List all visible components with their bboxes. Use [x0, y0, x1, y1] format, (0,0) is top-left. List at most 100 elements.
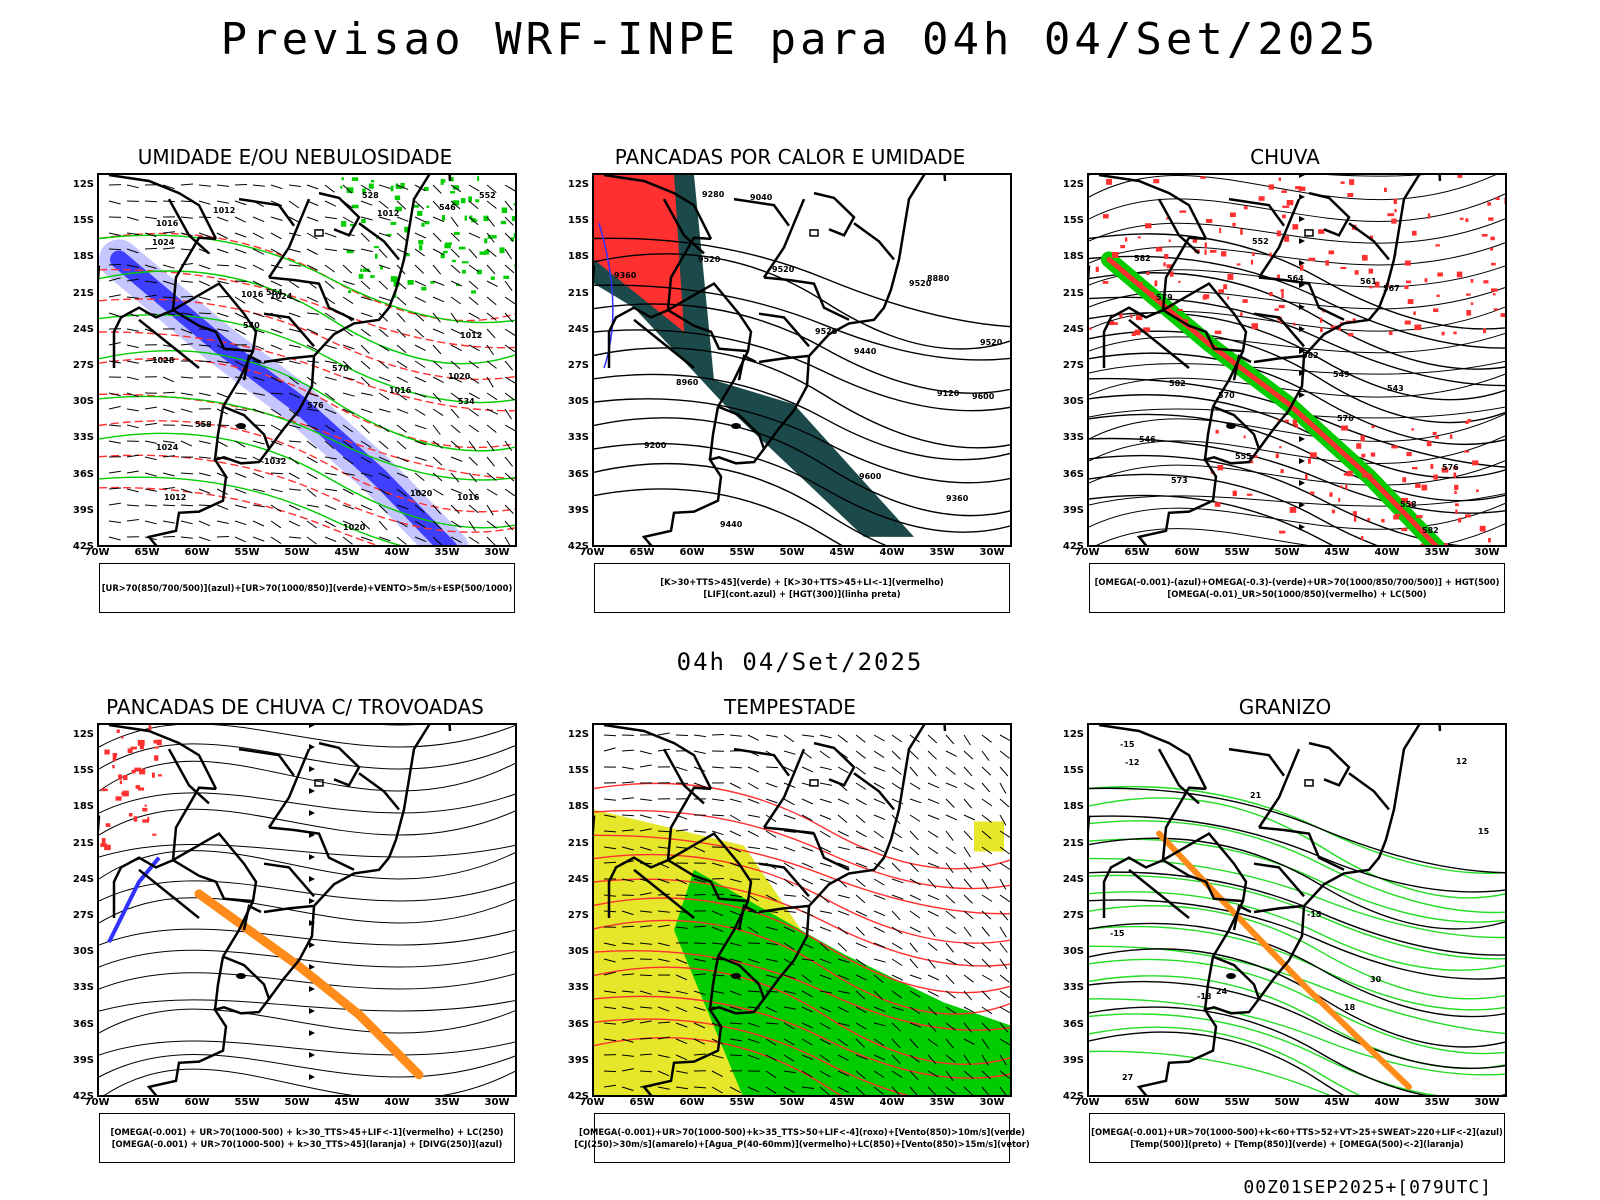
lat-tick-label: 42S	[567, 541, 589, 552]
wind-vector	[288, 520, 301, 527]
humidity-low-speckle	[458, 246, 466, 250]
wind-vector	[486, 376, 494, 388]
contour-label: 573	[1171, 476, 1188, 485]
wind-vector	[378, 200, 389, 209]
political-border	[603, 175, 713, 240]
rain-speckle	[1345, 484, 1348, 490]
wind-vector	[999, 830, 1010, 838]
wind-vector	[162, 184, 175, 190]
wind-vector	[486, 536, 496, 545]
wind-vector	[981, 798, 993, 807]
lon-tick-label: 40W	[1374, 547, 1400, 558]
wind-vector	[378, 264, 391, 270]
contour-label: 8960	[676, 378, 699, 387]
thunder-red-speckle	[139, 745, 144, 750]
wind-vector	[252, 248, 265, 255]
wind-vector	[180, 328, 193, 334]
wind-vector	[927, 782, 940, 789]
rain-speckle	[1210, 250, 1217, 253]
humidity-low-speckle	[510, 237, 514, 242]
political-border	[108, 175, 218, 240]
wind-vector	[909, 862, 919, 872]
contour-label: 1012	[164, 493, 186, 502]
rain-speckle	[1308, 257, 1316, 262]
rain-speckle	[1164, 254, 1169, 259]
humidity-low-speckle	[471, 290, 476, 294]
contour-line	[99, 268, 515, 349]
wind-vector	[486, 264, 496, 275]
legend-line: [OMEGA(-0.001)+UR>70(1000-500)+k<60+TTS>…	[1091, 1127, 1503, 1137]
wind-vector	[252, 456, 264, 463]
wind-vector	[144, 504, 158, 507]
wind-vector	[981, 1070, 992, 1080]
wind-vector	[999, 878, 1007, 890]
wind-vector	[999, 750, 1010, 759]
legend-line: [OMEGA(-0.01)_UR>50(1000/850)(vermelho) …	[1167, 589, 1427, 599]
political-border	[318, 741, 361, 787]
wind-vector	[396, 200, 407, 210]
wind-vector	[432, 264, 442, 275]
map-area	[97, 723, 517, 1097]
rain-speckle	[1427, 213, 1431, 219]
lat-tick-label: 33S	[1062, 432, 1084, 444]
lon-tick-label: 60W	[184, 1097, 210, 1108]
contour-label: 9520	[815, 327, 838, 336]
wind-vector	[396, 296, 407, 306]
wind-vector	[252, 264, 264, 271]
contour-line	[1089, 857, 1505, 939]
wind-vector	[414, 520, 426, 528]
wind-vector	[819, 1086, 830, 1095]
wind-vector	[855, 798, 867, 806]
humidity-low-speckle	[395, 206, 403, 212]
wind-vector	[306, 520, 317, 529]
wind-vector	[819, 942, 830, 952]
streamline-arrow	[1299, 238, 1305, 244]
wind-vector	[621, 781, 635, 784]
wind-vector	[747, 990, 761, 993]
longitude-axis: 70W 65W 60W 55W 50W 45W 40W 35W 30W	[85, 1097, 517, 1111]
rain-speckle	[1465, 514, 1471, 518]
political-border	[1258, 276, 1345, 321]
wind-vector	[639, 990, 652, 995]
lon-tick-label: 65W	[629, 547, 655, 558]
rain-speckle	[1227, 296, 1230, 300]
streamline-arrow	[309, 854, 315, 860]
wind-vector	[198, 536, 211, 542]
lat-tick-label: 33S	[567, 982, 589, 994]
political-border	[213, 406, 225, 460]
wind-vector	[342, 296, 354, 305]
humidity-low-speckle	[400, 182, 405, 189]
wind-vector	[270, 488, 283, 493]
wind-vector	[126, 184, 139, 189]
wind-vector	[450, 408, 460, 419]
wind-vector	[639, 846, 652, 851]
rain-speckle	[1168, 239, 1171, 242]
wind-vector	[639, 974, 653, 977]
lat-tick-label: 30S	[1062, 396, 1084, 408]
wind-vector	[945, 782, 958, 789]
wind-vector	[801, 1038, 813, 1046]
wind-vector	[963, 814, 976, 821]
streamline	[99, 928, 515, 946]
wind-vector	[945, 894, 956, 904]
lon-tick-label: 55W	[729, 547, 755, 558]
contour-line	[1089, 296, 1505, 387]
wind-vector	[360, 360, 371, 370]
lat-tick-label: 36S	[1062, 468, 1084, 480]
wind-vector	[486, 248, 497, 257]
federal-district	[314, 779, 324, 787]
thunder-red-speckle	[152, 772, 155, 778]
wind-vector	[342, 328, 353, 337]
contour-line	[594, 373, 1010, 461]
mid-title: 04h 04/Set/2025	[676, 648, 924, 676]
contour-line	[1089, 1026, 1361, 1095]
atlantic-coastline	[146, 175, 452, 545]
contour-line	[1089, 1031, 1345, 1095]
political-border	[1098, 175, 1208, 240]
thunder-red-speckle	[104, 844, 111, 851]
wind-vector	[144, 247, 158, 250]
wind-vector	[360, 520, 371, 530]
wind-vector	[378, 312, 388, 322]
wind-vector	[621, 1019, 634, 1024]
